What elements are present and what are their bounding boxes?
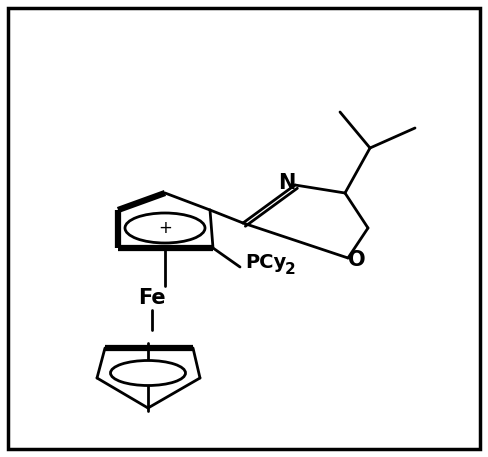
Ellipse shape xyxy=(110,361,185,386)
Text: N: N xyxy=(278,173,296,193)
Text: O: O xyxy=(348,250,366,270)
Text: +: + xyxy=(158,219,172,237)
Text: PCy: PCy xyxy=(245,253,286,271)
Ellipse shape xyxy=(125,213,205,243)
Text: Fe: Fe xyxy=(138,288,166,308)
Text: 2: 2 xyxy=(285,261,296,276)
